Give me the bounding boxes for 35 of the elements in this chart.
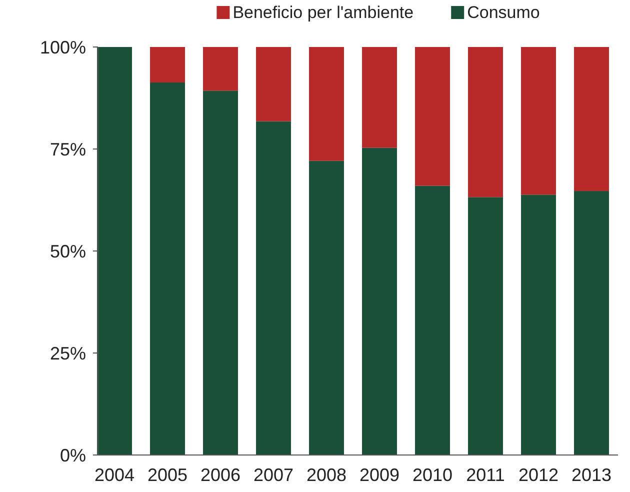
bar (521, 194, 556, 455)
y-tick-label: 0% (60, 445, 86, 466)
bar (362, 148, 397, 455)
x-tick-label: 2008 (306, 465, 347, 485)
x-tick-label: 2004 (94, 465, 135, 485)
bar (256, 47, 291, 122)
y-tick-label: 75% (50, 139, 86, 160)
bar (468, 47, 503, 198)
bar (150, 47, 185, 82)
bar (309, 47, 344, 161)
bar (415, 47, 450, 186)
bar (203, 47, 238, 91)
x-tick-label: 2006 (200, 465, 241, 485)
x-tick-label: 2009 (359, 465, 400, 485)
x-tick-label: 2005 (147, 465, 188, 485)
bar (203, 90, 238, 455)
x-tick-label: 2012 (518, 465, 559, 485)
x-tick-label: 2011 (466, 465, 505, 485)
x-tick-label: 2007 (253, 465, 294, 485)
bar (150, 82, 185, 455)
bar (574, 191, 609, 455)
bar (362, 47, 397, 148)
y-tick-label: 50% (50, 241, 86, 262)
bar (309, 160, 344, 455)
legend-label: Beneficio per l'ambiente (232, 3, 414, 22)
x-tick-label: 2013 (571, 465, 612, 485)
bar (574, 47, 609, 192)
x-tick-label: 2010 (412, 465, 453, 485)
bar (521, 47, 556, 195)
legend-label: Consumo (467, 3, 540, 22)
bar (415, 186, 450, 455)
y-tick-label: 100% (40, 37, 86, 58)
bar (468, 197, 503, 455)
y-tick-label: 25% (50, 343, 86, 364)
bar (256, 121, 291, 455)
